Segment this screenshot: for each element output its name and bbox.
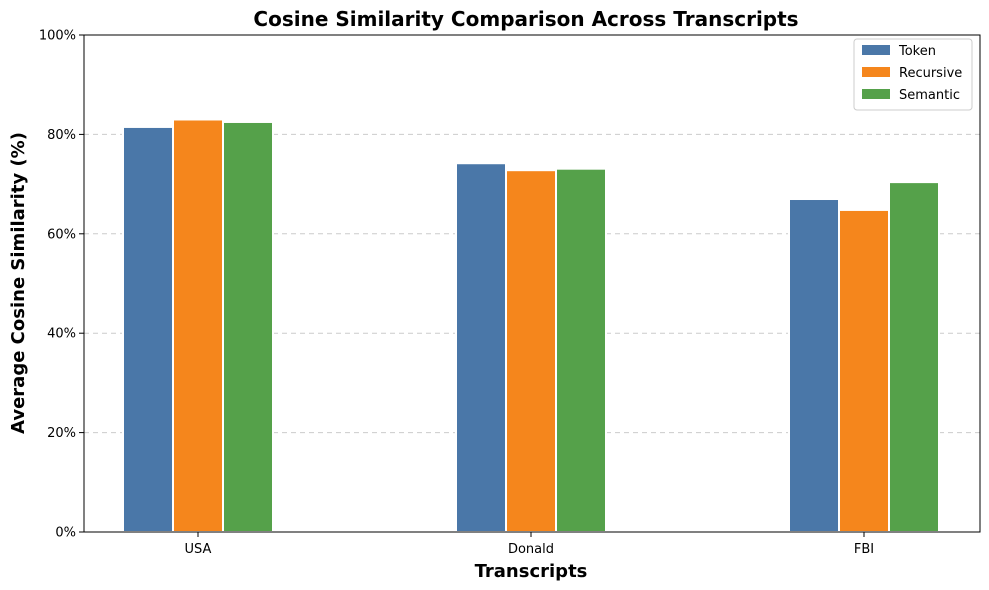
legend-swatch-token [862,45,890,55]
bar-recursive-fbi [838,208,890,533]
plot-frame [83,34,981,533]
x-axis-ticks: USA Donald FBI [185,532,874,557]
bar-semantic-fbi [888,181,940,533]
bar-recursive-donald [505,169,557,534]
bar-recursive-usa [172,118,224,534]
chart-title: Cosine Similarity Comparison Across Tran… [253,7,798,31]
legend-swatch-recursive [862,67,890,77]
legend: Token Recursive Semantic [853,38,973,111]
bar-token-usa [122,125,174,533]
legend-swatch-semantic [862,89,890,99]
y-tick-label: 0% [55,526,76,541]
x-tick-label: USA [185,542,212,557]
legend-label-semantic: Semantic [899,88,960,103]
x-tick-label: Donald [508,542,554,557]
y-axis-ticks: 0% 20% 40% 60% 80% 100% [39,29,84,541]
x-axis-label: Transcripts [475,561,588,582]
bars [122,118,940,534]
bar-token-donald [455,162,507,533]
bar-token-fbi [788,198,840,533]
y-tick-label: 80% [47,128,76,143]
legend-label-recursive: Recursive [899,66,962,81]
y-axis-label: Average Cosine Similarity (%) [8,132,29,434]
y-tick-label: 60% [47,227,76,242]
legend-label-token: Token [898,44,936,59]
y-tick-label: 20% [47,426,76,441]
y-tick-label: 100% [39,29,76,44]
y-tick-label: 40% [47,327,76,342]
bar-semantic-usa [222,120,274,533]
bar-semantic-donald [555,167,607,533]
x-tick-label: FBI [854,542,874,557]
